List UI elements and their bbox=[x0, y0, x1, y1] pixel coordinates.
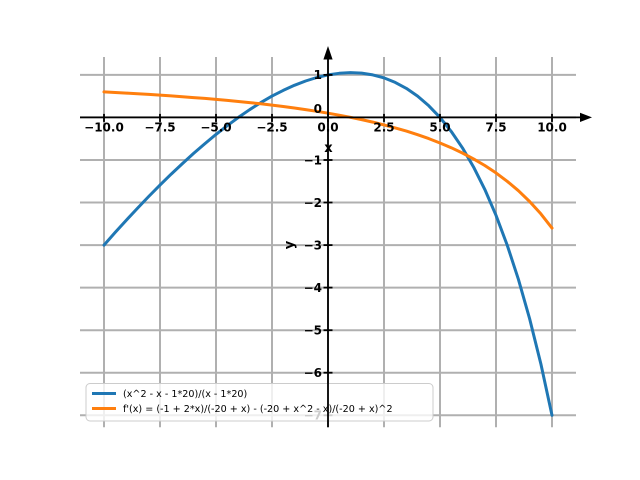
x-tick-label-5: 2.5 bbox=[373, 120, 394, 134]
y-tick-label-7: −6 bbox=[304, 366, 322, 380]
axis-labels-layer: x y bbox=[283, 141, 334, 249]
x-tick-label-1: −7.5 bbox=[144, 120, 175, 134]
x-tick-label-2: −5.0 bbox=[200, 120, 231, 134]
y-tick-label-0: 1 bbox=[314, 68, 322, 82]
x-tick-label-8: 10.0 bbox=[537, 120, 567, 134]
legend-label-1: f'(x) = (-1 + 2*x)/(-20 + x) - (-20 + x^… bbox=[123, 404, 393, 415]
y-tick-label-4: −3 bbox=[304, 238, 322, 252]
legend: (x^2 - x - 1*20)/(x - 1*20) f'(x) = (-1 +… bbox=[85, 383, 434, 422]
x-tick-label-7: 7.5 bbox=[485, 120, 506, 134]
y-tick-label-2: −1 bbox=[304, 153, 322, 167]
y-axis-arrow-icon bbox=[323, 46, 333, 60]
y-axis-label: y bbox=[283, 240, 298, 249]
x-tick-label-3: −2.5 bbox=[256, 120, 287, 134]
x-axis-arrow-icon bbox=[580, 112, 592, 122]
y-tick-label-1: 0 bbox=[314, 102, 322, 116]
legend-frame bbox=[85, 383, 434, 422]
legend-label-0: (x^2 - x - 1*20)/(x - 1*20) bbox=[123, 389, 247, 400]
y-tick-label-3: −2 bbox=[304, 196, 322, 210]
x-tick-label-0: −10.0 bbox=[84, 120, 124, 134]
x-axis-label: x bbox=[324, 141, 333, 156]
y-tick-label-5: −4 bbox=[304, 281, 322, 295]
x-tick-label-6: 5.0 bbox=[429, 120, 450, 134]
y-tick-label-6: −5 bbox=[304, 324, 322, 338]
spines-layer bbox=[80, 46, 592, 428]
